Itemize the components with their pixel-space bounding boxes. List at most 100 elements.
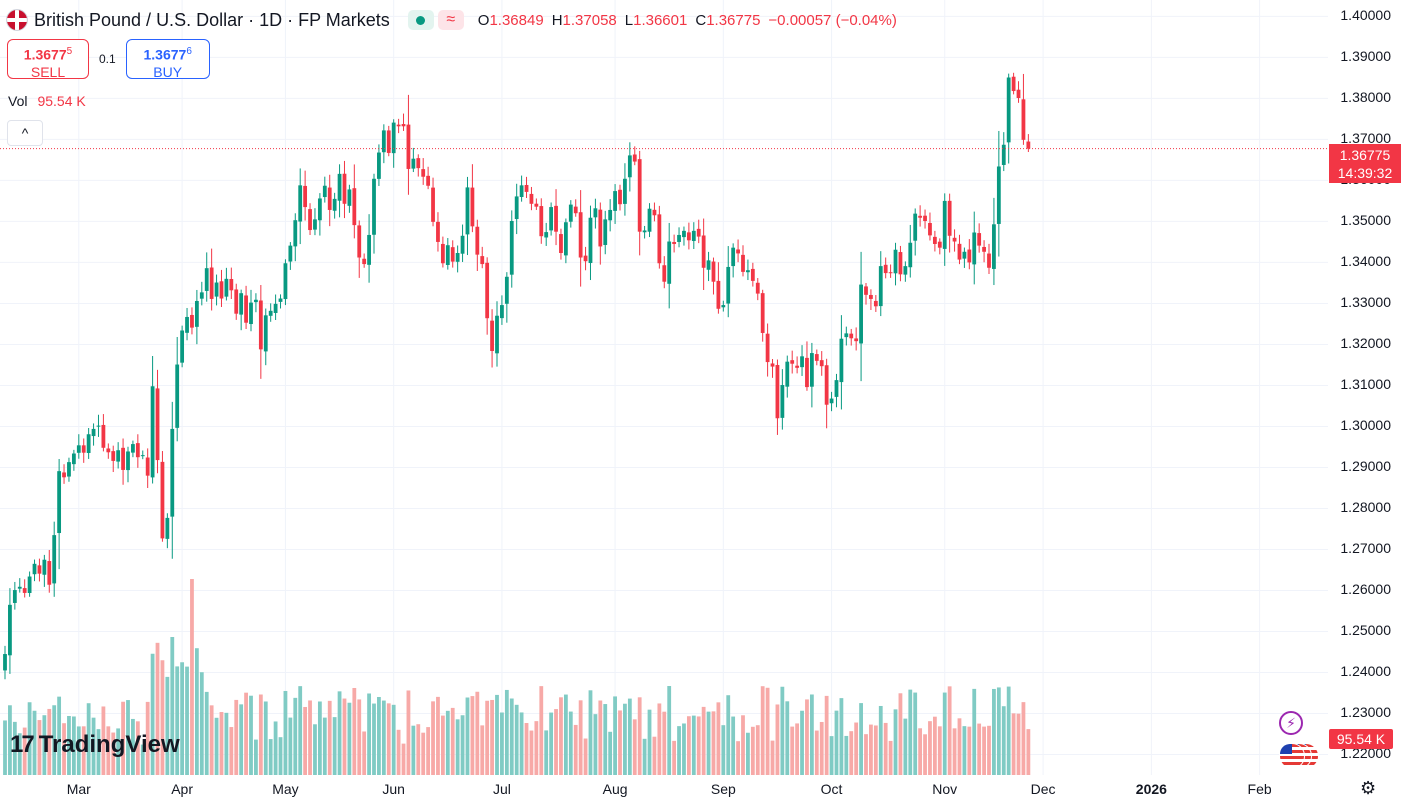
candle-body [770, 363, 775, 367]
volume-bar [332, 717, 337, 775]
tradingview-logo[interactable]: 17 TradingView [10, 731, 180, 759]
price-tick-label: 1.34000 [1340, 253, 1391, 270]
candle-body [37, 565, 42, 574]
volume-bar [711, 711, 716, 775]
candle-body [829, 398, 834, 404]
volume-bar [27, 702, 32, 775]
candle-body [381, 130, 386, 153]
volume-bar [170, 637, 175, 775]
candle-body [760, 293, 765, 333]
price-tick-label: 1.22000 [1340, 745, 1391, 762]
volume-bar [47, 708, 52, 775]
candle-body [101, 424, 106, 448]
candle-body [967, 249, 972, 263]
candle-body [608, 209, 613, 221]
candle-body [519, 185, 524, 197]
candle-body [170, 428, 175, 517]
candle-body [775, 364, 780, 419]
candle-body [652, 209, 657, 216]
candle-body [57, 471, 62, 534]
candle-body [952, 237, 957, 242]
volume-bar [908, 689, 913, 775]
candle-body [1011, 76, 1016, 92]
volume-bar [426, 727, 431, 775]
price-tick-label: 1.38000 [1340, 89, 1391, 106]
candle-body [194, 300, 199, 327]
candle-body [957, 243, 962, 260]
high-value: 1.37058 [562, 11, 617, 29]
candle-body [175, 364, 180, 428]
candle-body [529, 193, 534, 204]
volume-bar [3, 720, 7, 775]
volume-bar [12, 721, 17, 775]
volume-bar [367, 693, 371, 775]
market-status[interactable]: ≈ [407, 10, 464, 30]
symbol-header: British Pound / U.S. Dollar · 1D · FP Ma… [6, 8, 897, 32]
candle-body [91, 428, 96, 437]
candle-body [682, 230, 686, 238]
candle-body [121, 447, 125, 470]
candle-body [1006, 77, 1011, 143]
symbol-title[interactable]: British Pound / U.S. Dollar · 1D · FP Ma… [34, 9, 390, 30]
volume-bar [337, 691, 342, 775]
volume-bar [126, 700, 130, 775]
volume-bar [32, 710, 37, 775]
bolt-icon[interactable]: ⚡ [1279, 711, 1303, 735]
volume-bar [396, 729, 401, 775]
volume-bar [588, 690, 593, 775]
volume-bar [101, 706, 106, 775]
volume-bar [647, 709, 652, 775]
market-open-icon[interactable] [407, 10, 434, 30]
candle-body [263, 315, 268, 352]
time-tick-label: Sep [710, 781, 736, 797]
volume-bar [716, 702, 721, 775]
volume-bar [1001, 706, 1006, 775]
volume-bar [229, 727, 234, 775]
candle-body [711, 261, 716, 282]
events-flags-icon[interactable] [1279, 743, 1327, 769]
collapse-legend-button[interactable]: ^ [7, 120, 43, 146]
candle-body [357, 225, 362, 258]
price-tick-label: 1.24000 [1340, 663, 1391, 680]
volume-bar [278, 737, 283, 775]
volume-bar [111, 732, 116, 775]
close-key: C [695, 11, 707, 29]
volume-bar [746, 732, 750, 775]
candle-body [632, 154, 637, 162]
volume-bar [854, 722, 859, 775]
candle-body [932, 236, 937, 244]
volume-bar [475, 691, 480, 775]
last-price-value: 1.36775 [1339, 147, 1391, 163]
volume-bar [76, 726, 81, 775]
gbp-usd-flag-icon [6, 9, 28, 31]
volume-bar [627, 698, 632, 775]
volume-bar [239, 704, 244, 775]
volume-bar [52, 705, 57, 775]
candle-body [1001, 144, 1006, 165]
gear-icon[interactable]: ⚙ [1360, 778, 1377, 798]
volume-bar [175, 666, 180, 775]
candle-body [337, 173, 342, 201]
candle-body [603, 219, 608, 245]
buy-button[interactable]: 1.36776 BUY [125, 39, 210, 80]
price-tick-label: 1.35000 [1340, 212, 1391, 229]
candle-body [352, 188, 357, 226]
time-tick-label: May [272, 781, 299, 797]
volume-bar [219, 712, 224, 775]
price-tick-label: 1.37000 [1340, 130, 1391, 147]
candle-body [618, 189, 622, 205]
volume-bar [22, 727, 27, 775]
volume-bar [952, 728, 957, 775]
volume-bar [431, 701, 435, 775]
candle-body [883, 264, 888, 274]
candle-body [32, 563, 37, 575]
candle-body [180, 330, 185, 363]
delayed-data-icon[interactable]: ≈ [437, 10, 464, 30]
candle-body [249, 302, 253, 325]
volume-bar [470, 696, 475, 775]
volume-bar [67, 715, 71, 775]
candle-body [209, 267, 214, 299]
volume-bar [391, 704, 396, 775]
sell-button[interactable]: 1.36775 SELL [7, 39, 89, 80]
